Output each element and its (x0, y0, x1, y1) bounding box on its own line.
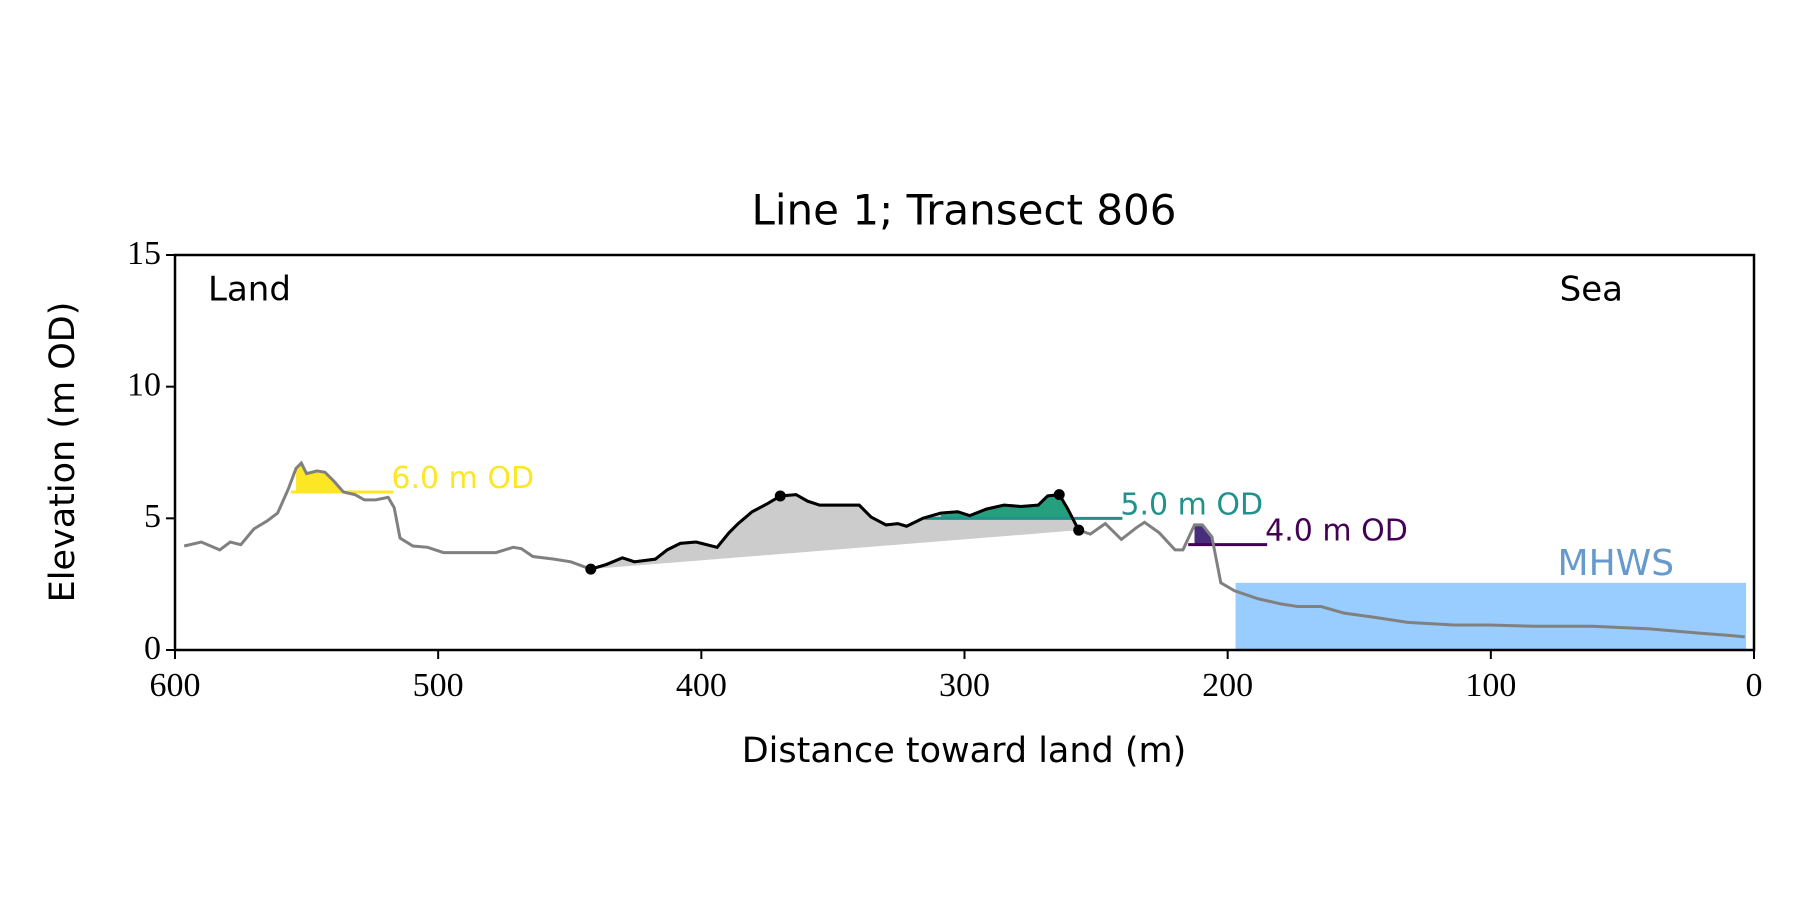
x-tick-label: 500 (413, 667, 464, 704)
level-label: 5.0 m OD (1120, 487, 1263, 522)
sea-label: Sea (1560, 270, 1623, 310)
level-fill (296, 463, 389, 492)
x-tick-label: 400 (676, 667, 727, 704)
x-tick-label: 200 (1202, 667, 1253, 704)
mhws-label: MHWS (1558, 543, 1675, 584)
section-point (1053, 489, 1065, 501)
level-label: 6.0 m OD (391, 461, 534, 496)
land-label: Land (208, 270, 291, 310)
chart-title: Line 1; Transect 806 (751, 186, 1176, 235)
section-point (585, 563, 597, 575)
y-tick-label: 10 (127, 366, 161, 403)
x-tick-label: 300 (939, 667, 990, 704)
y-tick-label: 5 (144, 498, 161, 535)
y-tick-label: 0 (144, 630, 161, 667)
x-axis-label: Distance toward land (m) (742, 731, 1187, 771)
y-tick-label: 15 (127, 235, 161, 272)
y-axis-label: Elevation (m OD) (43, 302, 83, 603)
level-label: 4.0 m OD (1265, 514, 1408, 549)
x-tick-label: 600 (150, 667, 201, 704)
mhws-area (1235, 582, 1747, 650)
section-point (774, 490, 786, 502)
x-tick-label: 0 (1746, 667, 1763, 704)
level-fill (1194, 524, 1214, 545)
section-point (1073, 524, 1085, 536)
x-tick-label: 100 (1465, 667, 1516, 704)
section-line (590, 493, 1081, 571)
